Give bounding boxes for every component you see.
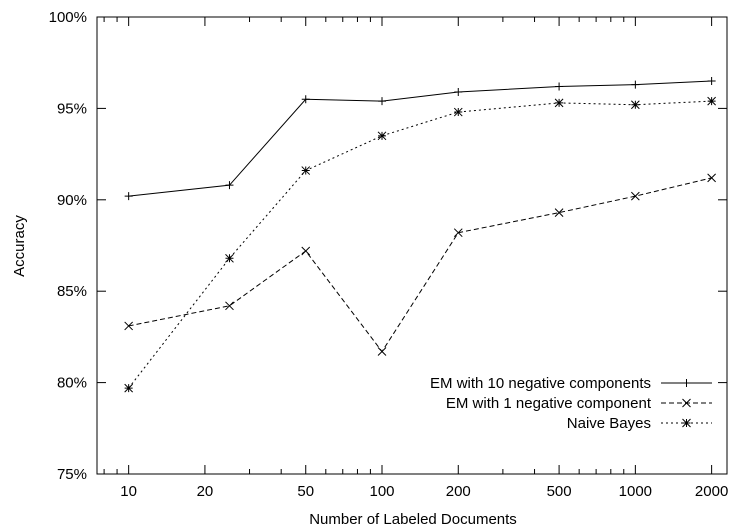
data-point bbox=[453, 107, 463, 117]
x-tick-label: 50 bbox=[297, 483, 314, 500]
series-2 bbox=[124, 173, 716, 356]
series-line bbox=[128, 80, 712, 197]
x-tick-label: 500 bbox=[547, 483, 572, 500]
legend-label: EM with 1 negative component bbox=[446, 395, 652, 412]
data-point bbox=[377, 347, 387, 356]
x-tick-label: 20 bbox=[197, 483, 214, 500]
data-point bbox=[124, 192, 133, 201]
data-point bbox=[454, 87, 463, 96]
x-tick-label: 2000 bbox=[695, 483, 728, 500]
series-line bbox=[128, 177, 712, 353]
data-point bbox=[554, 98, 564, 108]
series-line bbox=[128, 100, 712, 389]
x-tick-label: 200 bbox=[446, 483, 471, 500]
x-axis: 10 20 50 100 200 500 1000 2000 bbox=[103, 17, 728, 500]
y-tick-label: 100% bbox=[49, 9, 87, 26]
data-point bbox=[555, 82, 564, 91]
legend-marker bbox=[682, 398, 691, 408]
series-1 bbox=[124, 76, 716, 201]
data-point bbox=[554, 208, 564, 217]
data-point bbox=[631, 80, 640, 89]
x-axis-label: Number of Labeled Documents bbox=[309, 511, 517, 528]
data-point bbox=[225, 301, 234, 311]
legend-label: EM with 10 negative components bbox=[430, 375, 651, 392]
data-point bbox=[124, 383, 134, 393]
y-tick-label: 95% bbox=[57, 100, 87, 117]
series-3 bbox=[124, 96, 716, 393]
data-point bbox=[631, 100, 640, 110]
data-point bbox=[377, 131, 387, 141]
y-axis-label: Accuracy bbox=[11, 215, 28, 277]
data-point bbox=[378, 97, 387, 106]
data-point bbox=[124, 321, 134, 331]
x-tick-label: 10 bbox=[120, 483, 137, 500]
data-point bbox=[707, 173, 716, 183]
data-point bbox=[301, 166, 311, 175]
data-point bbox=[225, 253, 234, 263]
data-point bbox=[453, 228, 463, 238]
x-tick-label: 100 bbox=[369, 483, 394, 500]
data-point bbox=[301, 246, 311, 256]
legend: EM with 10 negative components EM with 1 … bbox=[430, 375, 712, 432]
plot-frame bbox=[96, 16, 728, 475]
y-tick-label: 90% bbox=[57, 192, 87, 209]
series-layer bbox=[124, 76, 716, 393]
data-point bbox=[631, 191, 640, 201]
y-tick-label: 85% bbox=[57, 283, 87, 300]
y-tick-label: 80% bbox=[57, 375, 87, 392]
data-point bbox=[225, 181, 234, 190]
legend-marker bbox=[682, 379, 691, 387]
y-axis: 75% 80% 85% 90% 95% 100% bbox=[49, 9, 727, 483]
x-tick-label: 1000 bbox=[619, 483, 652, 500]
data-point bbox=[301, 95, 310, 104]
y-tick-label: 75% bbox=[57, 466, 87, 483]
legend-label: Naive Bayes bbox=[567, 415, 651, 432]
legend-marker bbox=[682, 418, 691, 428]
data-point bbox=[707, 96, 716, 106]
data-point bbox=[707, 76, 716, 85]
